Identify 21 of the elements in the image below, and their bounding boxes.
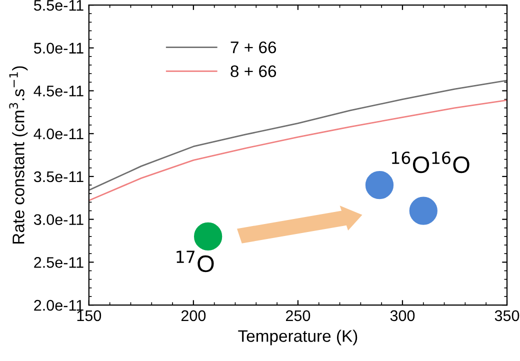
legend-label: 8 + 66: [230, 65, 276, 78]
line-series: [88, 100, 507, 202]
x-tick-label: 200: [181, 310, 206, 322]
y-tick-label: 4.0e-11: [34, 128, 84, 140]
x-tick-label: 150: [77, 310, 102, 322]
x-tick-label: 300: [390, 310, 415, 322]
y-tick-label: 3.0e-11: [34, 214, 84, 226]
y-tick-label: 2.0e-11: [34, 300, 84, 311]
annotation: $^{17}$O: [176, 250, 214, 272]
annotation: $^{16}$O$^{16}$O: [392, 152, 470, 174]
y-tick-label: 3.5e-11: [34, 171, 84, 182]
y-tick-label: 5.0e-11: [34, 42, 84, 54]
y-tick-label: 2.5e-11: [34, 257, 84, 268]
y-tick-label: 4.5e-11: [34, 86, 84, 96]
y-tick-label: 5.5e-11: [34, 0, 84, 11]
x-tick-label: 250: [286, 310, 310, 322]
x-axis-title: Temperature (K): [238, 330, 358, 346]
x-tick-label: 350: [494, 310, 520, 322]
line-series: [88, 80, 507, 191]
legend-label: 7 + 66: [230, 41, 276, 54]
y-axis-title: Rate constant (cm$^{3}$.s$^{−1}$): [9, 66, 28, 244]
